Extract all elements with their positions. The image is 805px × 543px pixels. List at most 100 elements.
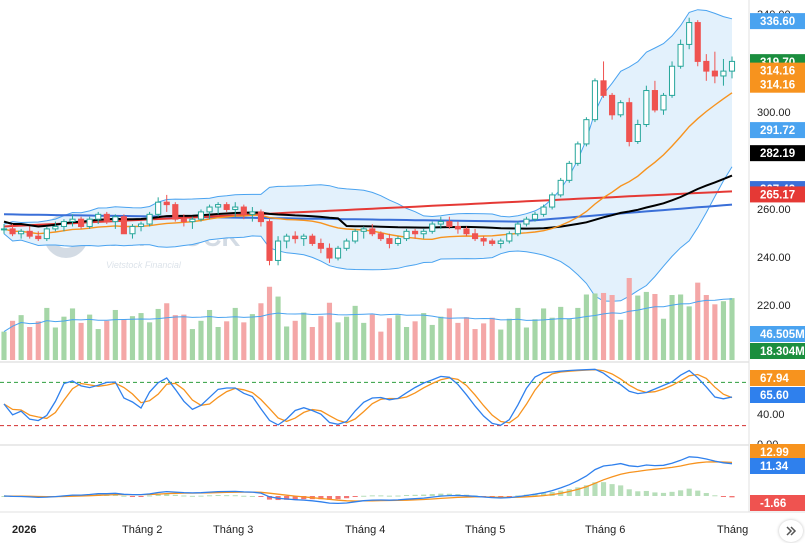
candle	[206, 204, 213, 220]
candle	[223, 202, 230, 212]
price-tag-bg	[750, 186, 805, 203]
candle	[343, 238, 350, 251]
candle	[634, 119, 641, 144]
macd-histogram-bar	[318, 496, 324, 500]
price-tick-label: 300.00	[757, 107, 791, 119]
time-axis[interactable]: 2026 Tháng 2 Tháng 3 Tháng 4 Tháng 5 Thá…	[0, 511, 805, 536]
scroll-to-latest-button[interactable]	[779, 520, 803, 542]
candle	[275, 236, 282, 266]
volume-bar	[481, 323, 487, 360]
candle-body	[694, 22, 701, 62]
time-label: Tháng	[717, 524, 748, 536]
candle-body	[137, 223, 145, 227]
candle	[497, 238, 504, 249]
price-tag: 314.16	[750, 76, 805, 93]
volume-bar	[198, 320, 204, 360]
volume-bar	[155, 308, 161, 360]
volume-tag-label: 46.505M	[760, 329, 805, 341]
candle	[309, 233, 316, 246]
candle-body	[591, 80, 599, 121]
candle-body	[574, 143, 581, 164]
time-label: Tháng 5	[465, 524, 505, 536]
macd-tag-bg	[750, 458, 805, 474]
volume-bar	[600, 292, 607, 360]
macd-histogram-bar	[498, 496, 504, 497]
volume-pane[interactable]	[1, 278, 735, 360]
volume-bar	[523, 327, 530, 360]
time-label: 2026	[12, 524, 36, 536]
macd-histogram-bar	[232, 495, 238, 497]
candle	[326, 243, 333, 263]
candle	[317, 238, 324, 254]
candle	[489, 238, 496, 246]
volume-bar	[686, 306, 692, 360]
candle	[686, 17, 693, 50]
stoch-k-line	[3, 368, 733, 426]
macd-histogram-bar	[284, 496, 290, 500]
candle	[557, 177, 564, 198]
macd-histogram-bar	[164, 494, 170, 496]
candle	[412, 228, 419, 239]
macd-histogram-bar	[386, 495, 392, 497]
volume-bar	[386, 318, 392, 360]
macd-tag-label: 12.99	[760, 447, 789, 459]
volume-bar	[438, 316, 444, 360]
candle-body	[386, 238, 393, 244]
candle-body	[711, 70, 718, 77]
price-tag-bg	[750, 122, 805, 139]
volume-bar	[532, 319, 538, 360]
volume-bar	[703, 295, 709, 360]
candle	[360, 226, 367, 239]
volume-bar	[52, 327, 58, 360]
price-tag-label: 336.60	[760, 16, 795, 28]
volume-bar	[104, 320, 110, 360]
price-tick-label: 240.00	[757, 252, 791, 264]
macd-histogram-bar	[335, 496, 341, 500]
macd-histogram-bar	[438, 493, 444, 496]
candle-body	[197, 211, 205, 220]
macd-pane[interactable]	[1, 456, 735, 505]
candle-body	[489, 240, 496, 244]
candle	[146, 211, 153, 227]
volume-bar	[121, 319, 127, 360]
volume-bar	[9, 320, 16, 360]
candle-body	[668, 65, 676, 96]
macd-histogram-bar	[635, 491, 641, 496]
macd-tag: -1.66	[750, 495, 805, 511]
volume-bar	[27, 326, 33, 360]
macd-histogram-bar	[301, 496, 307, 500]
macd-histogram-bar	[378, 495, 384, 497]
macd-histogram-bar	[266, 496, 273, 500]
candle-body	[232, 206, 239, 210]
candle-body	[283, 235, 290, 242]
candle-body	[420, 230, 427, 235]
stoch-d-line	[3, 369, 733, 424]
candle-body	[189, 218, 196, 223]
candle	[429, 221, 436, 234]
candle	[583, 117, 590, 147]
volume-bar	[318, 316, 324, 360]
candle	[334, 245, 342, 261]
candle	[480, 236, 487, 246]
macd-histogram-bar	[344, 496, 350, 499]
macd-tag: 11.34	[750, 458, 805, 474]
candle-body	[617, 102, 624, 116]
price-pane[interactable]	[0, 9, 736, 302]
candle	[703, 54, 710, 81]
candle-body	[514, 223, 521, 235]
macd-histogram-bar	[712, 495, 718, 497]
macd-tag-label: 11.34	[760, 461, 789, 473]
candle-body	[506, 233, 513, 242]
volume-bar	[729, 298, 735, 360]
candle	[566, 160, 573, 183]
candle-body	[720, 70, 727, 77]
candle	[651, 80, 658, 113]
candle-body	[497, 240, 504, 244]
stochastic-pane[interactable]	[0, 368, 749, 427]
candle	[377, 231, 384, 242]
candle-body	[146, 213, 153, 225]
volume-bar	[626, 278, 632, 360]
volume-bar	[609, 295, 615, 360]
candle	[266, 219, 273, 266]
